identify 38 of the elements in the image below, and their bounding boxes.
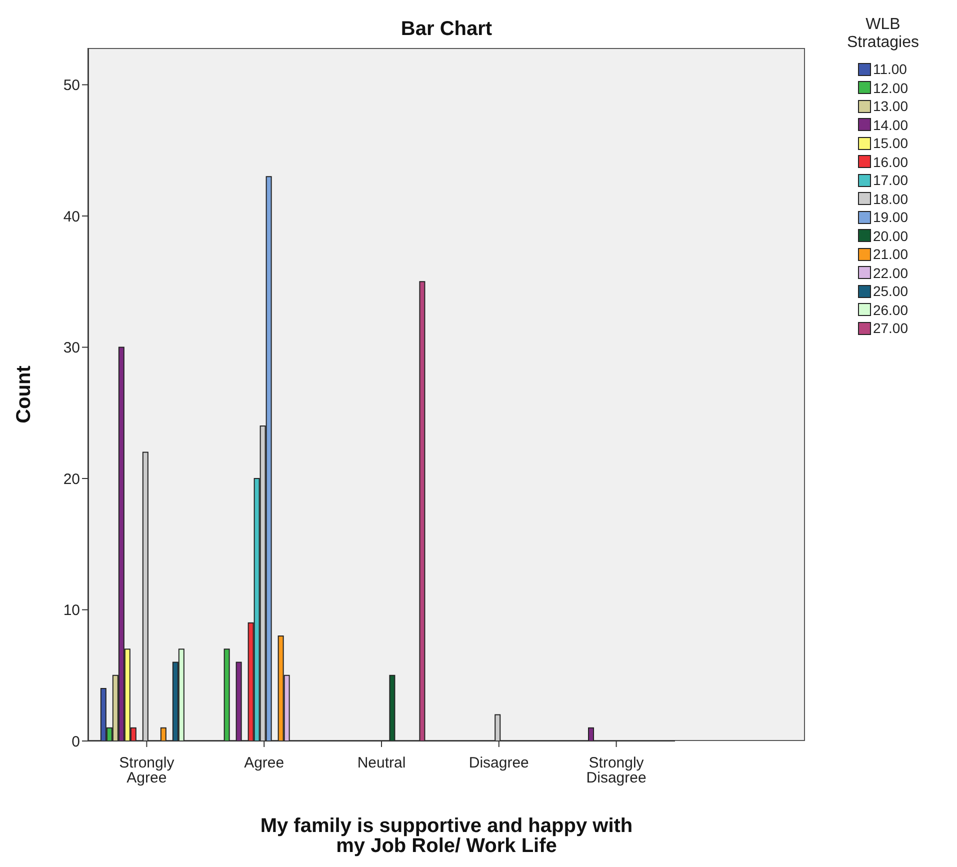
legend-label: 25.00 bbox=[872, 282, 908, 300]
chart-title: Bar Chart bbox=[400, 18, 494, 41]
bar bbox=[236, 662, 242, 741]
x-tick-label: Strongly Agree bbox=[119, 754, 175, 787]
y-tick-label: 40 bbox=[63, 208, 80, 226]
y-tick-label: 10 bbox=[63, 602, 80, 620]
legend-label: 12.00 bbox=[872, 78, 908, 97]
bar bbox=[224, 648, 230, 741]
legend-label: 11.00 bbox=[872, 60, 908, 78]
legend-label: 21.00 bbox=[872, 245, 908, 264]
bar bbox=[160, 727, 166, 741]
legend-label: 20.00 bbox=[872, 226, 908, 245]
y-axis-title: Count bbox=[13, 365, 36, 424]
y-tick-label: 0 bbox=[72, 733, 80, 750]
legend-label: 15.00 bbox=[872, 134, 908, 152]
y-tick-label: 20 bbox=[63, 470, 80, 488]
legend-label: 26.00 bbox=[872, 300, 908, 319]
legend-label: 27.00 bbox=[872, 319, 908, 338]
bar bbox=[419, 281, 426, 741]
x-tick-label: Disagree bbox=[468, 754, 529, 772]
y-tick-label: 30 bbox=[63, 340, 80, 357]
legend-label: 17.00 bbox=[872, 171, 908, 190]
bar bbox=[588, 727, 594, 741]
bar bbox=[142, 452, 148, 741]
legend-label: 14.00 bbox=[872, 116, 908, 134]
y-tick-label: 50 bbox=[63, 77, 80, 94]
legend-label: 22.00 bbox=[872, 264, 908, 282]
legend-label: 19.00 bbox=[872, 208, 908, 226]
legend-label: 13.00 bbox=[872, 97, 908, 116]
x-tick-label: Strongly Disagree bbox=[586, 754, 646, 787]
x-axis-title: My family is supportive and happy with my Job Role/ Work Life bbox=[259, 815, 634, 857]
bar bbox=[494, 714, 501, 741]
x-tick-label: Agree bbox=[244, 754, 284, 772]
legend-label: 16.00 bbox=[872, 152, 908, 171]
bar bbox=[389, 674, 396, 741]
legend-title: WLB Stratagies bbox=[846, 16, 920, 52]
legend-label: 18.00 bbox=[872, 190, 908, 208]
x-tick-label: Neutral bbox=[357, 754, 406, 772]
